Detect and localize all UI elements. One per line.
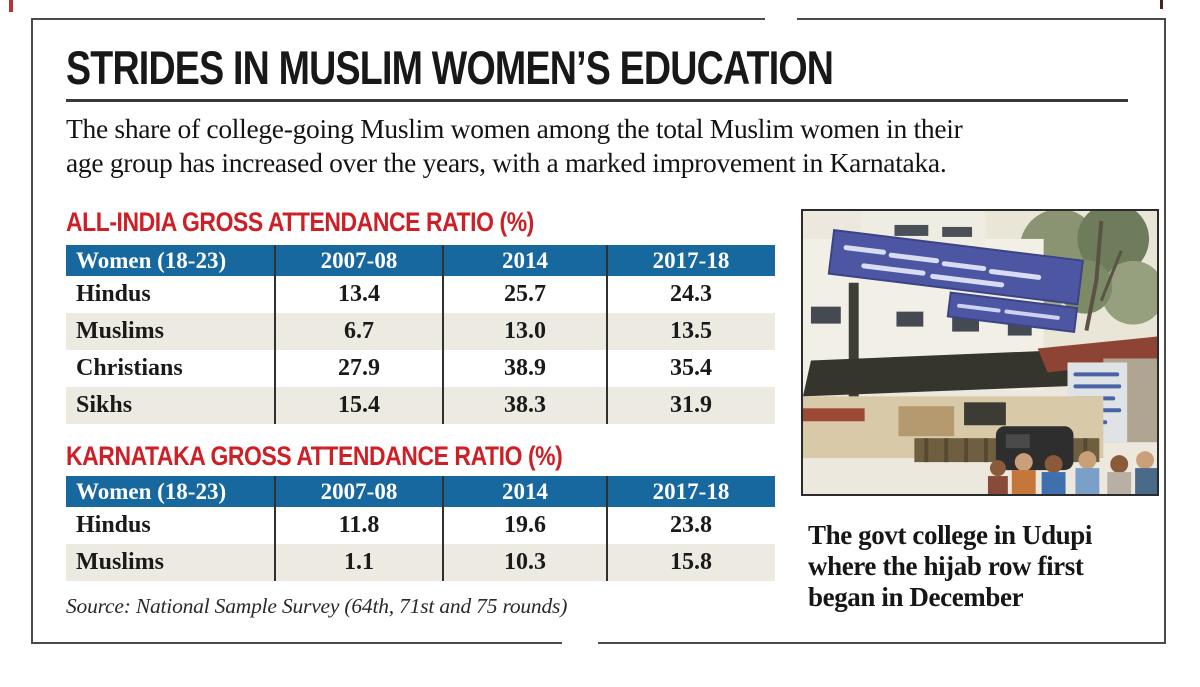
value-cell: 31.9 (670, 392, 712, 418)
all-india-section-heading: ALL-INDIA GROSS ATTENDANCE RATIO (%) (66, 207, 534, 237)
photo-caption: The govt college in Udupi where the hija… (808, 520, 1158, 613)
column-divider (274, 245, 276, 424)
header-cell-2007-08: 2007-08 (320, 478, 398, 504)
headline-divider (66, 99, 1128, 102)
page-title: STRIDES IN MUSLIM WOMEN’S EDUCATION (66, 40, 1146, 95)
value-cell: 38.3 (504, 392, 546, 418)
table-row-hindus: Hindus 11.8 19.6 23.8 (66, 507, 775, 544)
row-label: Hindus (76, 281, 151, 307)
header-cell-2017-18: 2017-18 (652, 478, 730, 504)
intro-paragraph: The share of college-going Muslim women … (66, 112, 1141, 180)
dark-crop-mark-right (1160, 0, 1163, 9)
value-cell: 10.3 (504, 549, 546, 575)
value-cell: 6.7 (344, 318, 374, 344)
frame-top-gap (765, 15, 797, 22)
value-cell: 25.7 (504, 281, 546, 307)
value-cell: 13.0 (504, 318, 546, 344)
value-cell: 1.1 (344, 549, 374, 575)
caption-line-2: where the hijab row first (808, 551, 1084, 581)
table-row-muslims: Muslims 6.7 13.0 13.5 (66, 313, 775, 350)
caption-line-3: began in December (808, 582, 1024, 612)
table-row-muslims: Muslims 1.1 10.3 15.8 (66, 544, 775, 581)
value-cell: 24.3 (670, 281, 712, 307)
table-row-christians: Christians 27.9 38.9 35.4 (66, 350, 775, 387)
header-cell-2014: 2014 (502, 478, 548, 504)
page-title-text: STRIDES IN MUSLIM WOMEN’S EDUCATION (66, 41, 834, 94)
karnataka-attendance-table: Women (18-23) 2007-08 2014 2017-18 Hindu… (66, 476, 775, 581)
column-divider (606, 245, 608, 424)
karnataka-section-heading: KARNATAKA GROSS ATTENDANCE RATIO (%) (66, 441, 563, 471)
value-cell: 27.9 (338, 355, 380, 381)
row-label: Christians (76, 355, 183, 381)
header-cell-group: Women (18-23) (76, 247, 227, 273)
value-cell: 15.4 (338, 392, 380, 418)
column-divider (606, 476, 608, 581)
table-row-hindus: Hindus 13.4 25.7 24.3 (66, 276, 775, 313)
value-cell: 19.6 (504, 512, 546, 538)
column-divider (442, 476, 444, 581)
row-label: Muslims (76, 549, 165, 575)
value-cell: 35.4 (670, 355, 712, 381)
college-photo (801, 209, 1159, 496)
frame-bottom-gap (562, 640, 598, 647)
source-note: Source: National Sample Survey (64th, 71… (66, 594, 568, 618)
column-divider (274, 476, 276, 581)
value-cell: 23.8 (670, 512, 712, 538)
row-label: Muslims (76, 318, 165, 344)
header-cell-group: Women (18-23) (76, 478, 227, 504)
table-row-sikhs: Sikhs 15.4 38.3 31.9 (66, 387, 775, 424)
all-india-attendance-table: Women (18-23) 2007-08 2014 2017-18 Hindu… (66, 245, 775, 424)
table-header-row: Women (18-23) 2007-08 2014 2017-18 (66, 476, 775, 507)
header-cell-2017-18: 2017-18 (652, 247, 730, 273)
row-label: Hindus (76, 512, 151, 538)
intro-line-1: The share of college-going Muslim women … (66, 113, 963, 144)
value-cell: 15.8 (670, 549, 712, 575)
value-cell: 11.8 (338, 512, 380, 538)
value-cell: 13.4 (338, 281, 380, 307)
value-cell: 13.5 (670, 318, 712, 344)
row-label: Sikhs (76, 392, 133, 418)
red-crop-mark-left (9, 0, 13, 12)
table-header-row: Women (18-23) 2007-08 2014 2017-18 (66, 245, 775, 276)
college-photo-illustration (803, 211, 1157, 494)
column-divider (442, 245, 444, 424)
header-cell-2014: 2014 (502, 247, 548, 273)
caption-line-1: The govt college in Udupi (808, 520, 1093, 550)
intro-line-2: age group has increased over the years, … (66, 147, 947, 178)
header-cell-2007-08: 2007-08 (320, 247, 398, 273)
value-cell: 38.9 (504, 355, 546, 381)
